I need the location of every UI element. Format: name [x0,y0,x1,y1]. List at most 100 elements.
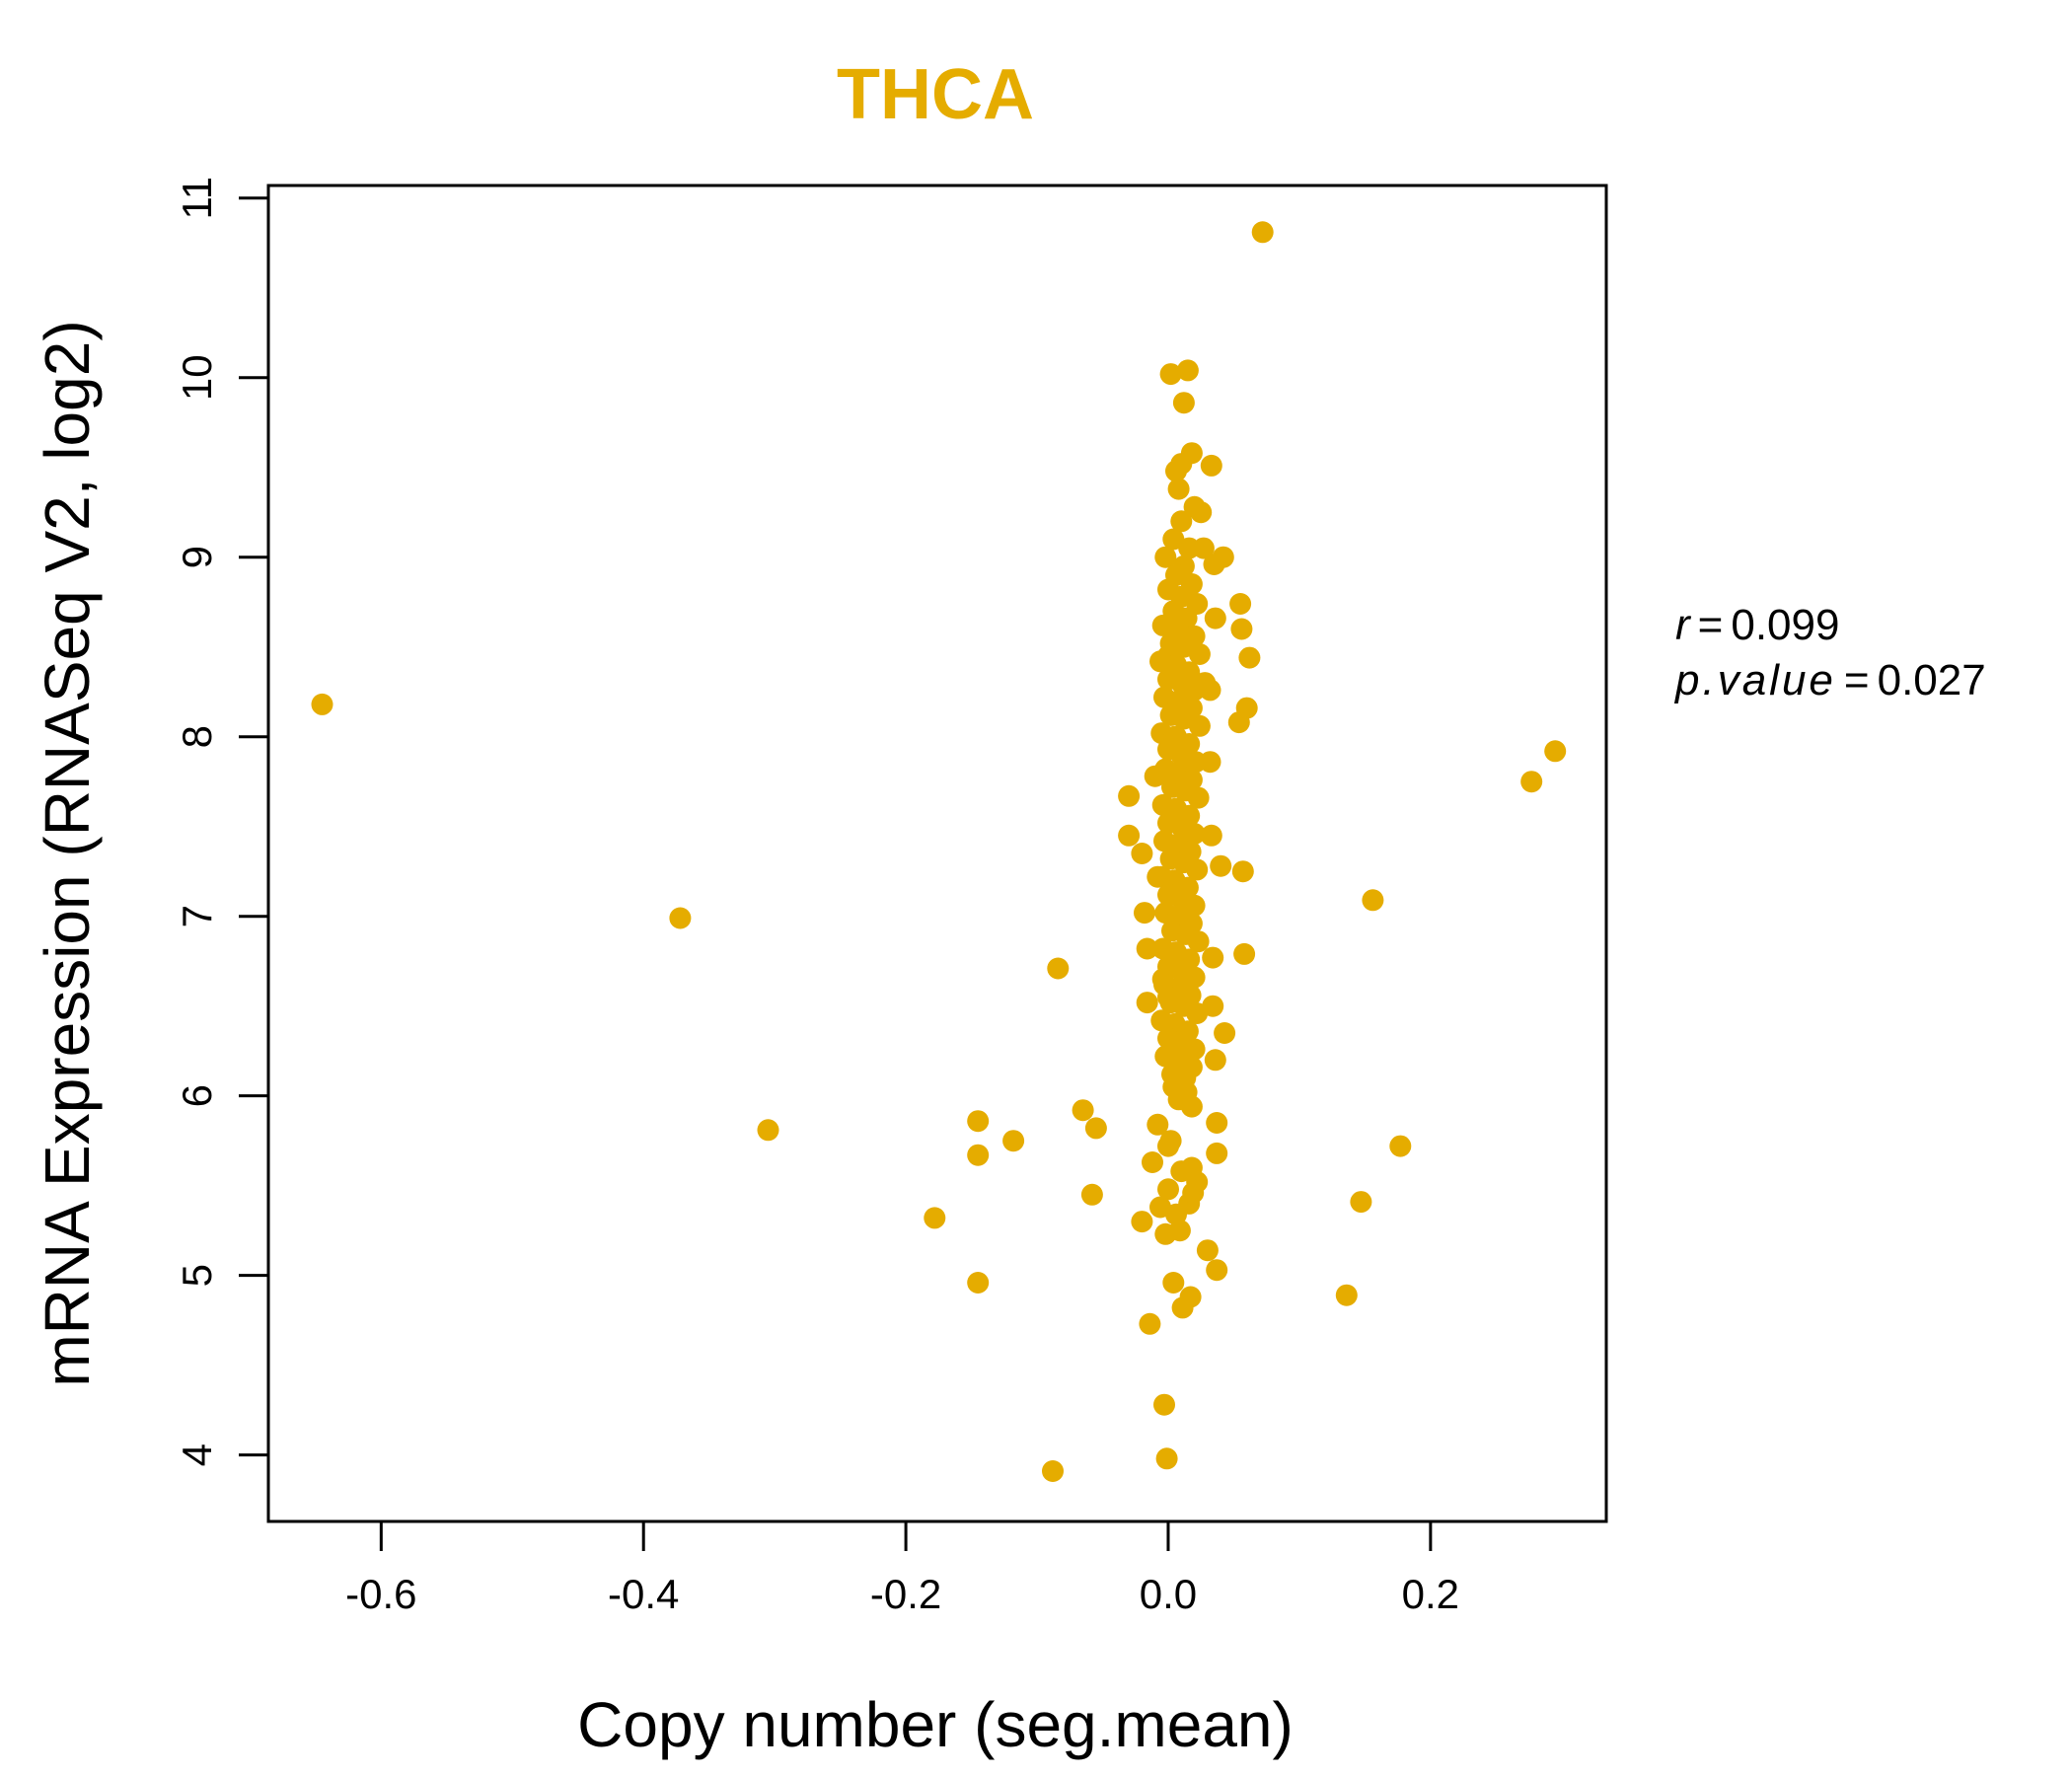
p-value-stat: p.value = 0.027 [1673,656,1986,704]
data-point [1212,546,1234,568]
data-point [1178,537,1201,559]
data-point [1072,1099,1094,1122]
data-point [1157,986,1179,1008]
x-tick-label: -0.4 [608,1571,679,1617]
data-point [1362,889,1384,912]
data-point [1389,1135,1412,1157]
data-point [1188,643,1211,665]
x-tick-label: -0.2 [870,1571,941,1617]
data-point [1204,607,1226,629]
data-point [1238,646,1261,669]
data-point [1335,1284,1358,1306]
data-point [1183,679,1206,702]
r-stat-label: r [1675,601,1692,649]
data-point [311,693,333,715]
data-point [1202,946,1224,969]
data-point [967,1272,990,1294]
data-point [1184,751,1207,774]
data-points [311,221,1567,1482]
data-point [1206,1112,1228,1134]
data-point [1042,1460,1064,1482]
data-point [1155,1447,1178,1470]
y-tick-label: 10 [174,354,220,401]
data-point [1182,1182,1205,1204]
y-tick-label: 5 [174,1264,220,1287]
data-point [1186,1002,1209,1024]
data-point [1162,528,1185,551]
y-tick-label: 9 [174,546,220,568]
data-point [1230,618,1253,640]
data-point [1084,1117,1107,1140]
data-point [924,1207,946,1229]
data-point [1163,725,1186,748]
data-point [1118,824,1141,847]
plot-area-frame [266,184,1608,1523]
data-point [1180,1095,1203,1118]
data-point [1172,392,1195,414]
y-tick-label: 4 [174,1443,220,1466]
data-point [1179,1286,1202,1308]
data-point [1210,854,1232,877]
data-point [1183,823,1206,845]
data-point [1170,510,1193,533]
data-point [1139,1312,1161,1335]
y-tick-label: 7 [174,905,220,927]
data-point [669,907,692,929]
data-point [1233,942,1256,965]
p-value-stat-label: p.value [1673,656,1836,704]
r-stat-equals: = [1698,601,1724,649]
data-point [1544,740,1567,763]
y-tick-label: 6 [174,1084,220,1107]
data-point [1183,894,1206,917]
data-point [1167,478,1190,500]
r-stat-value: 0.099 [1731,601,1839,649]
data-point [1134,902,1155,925]
data-point [967,1144,990,1166]
data-point [1204,1049,1226,1072]
data-point [1142,1151,1163,1173]
data-point [1199,679,1221,702]
data-point [1131,1211,1153,1233]
x-axis-label: Copy number (seg.mean) [577,1689,1294,1760]
y-axis: 4 5 6 7 8 9 10 11 [174,177,270,1466]
data-point [1080,1183,1103,1206]
data-point [1165,1203,1187,1225]
stats-annotation: r = 0.099 p.value = 0.027 [1673,601,1986,704]
data-point [1170,1160,1193,1183]
data-point [1176,359,1199,382]
data-point [1162,1272,1185,1294]
data-point [1350,1191,1372,1214]
data-point [1206,1142,1228,1164]
chart-title: THCA [837,55,1034,134]
x-tick-label: 0.2 [1402,1571,1459,1617]
data-point [1136,937,1158,960]
data-point [1190,501,1213,524]
data-point [1157,1178,1179,1201]
data-point [967,1110,990,1133]
data-point [1187,786,1210,809]
data-point [1175,771,1198,793]
data-point [1183,1038,1206,1061]
data-point [1002,1130,1025,1152]
x-tick-label: 0.0 [1140,1571,1197,1617]
data-point [1251,221,1274,244]
data-point [1168,1220,1191,1242]
y-axis-label: mRNA Expression (RNASeq V2, log2) [32,320,103,1386]
x-axis: -0.6 -0.4 -0.2 0.0 0.2 [345,1519,1459,1617]
data-point [1196,1239,1219,1262]
data-point [1159,363,1182,386]
data-point [1180,442,1203,465]
data-point [1231,860,1254,883]
data-point [1206,1259,1228,1282]
data-point [1131,843,1153,864]
data-point [1229,593,1252,615]
y-tick-label: 11 [174,177,220,220]
data-point [1520,771,1543,793]
data-point [1047,957,1070,980]
data-point [1187,930,1210,953]
data-point [1147,1113,1169,1136]
data-point [1136,992,1158,1014]
data-point [1183,966,1206,989]
data-point [1154,546,1177,568]
